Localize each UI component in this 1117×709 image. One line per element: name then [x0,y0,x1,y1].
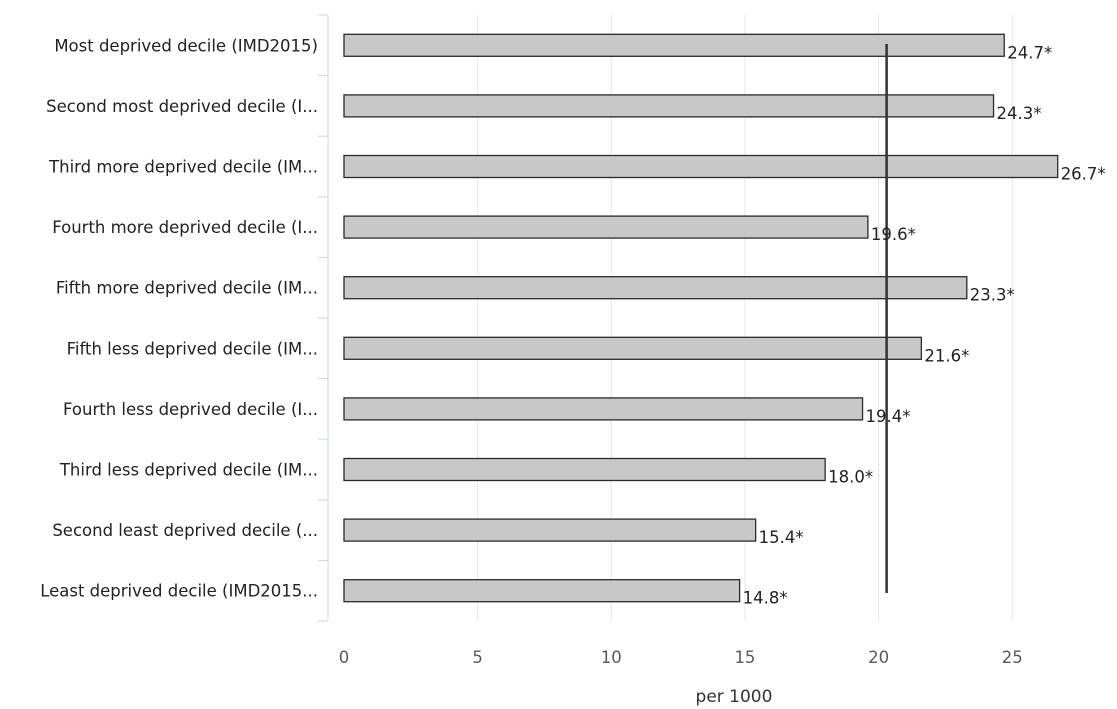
bar [343,215,869,239]
x-tick-label: 0 [339,648,350,667]
data-label: 23.3* [970,286,1015,305]
data-label: 19.4* [866,407,911,426]
bar [343,457,826,482]
bar [343,397,864,421]
x-axis-title: per 1000 [696,687,773,707]
category-label: Fourth less deprived decile (I... [63,400,318,419]
category-label: Third more deprived decile (IM... [48,158,318,177]
data-label: 26.7* [1061,165,1106,184]
data-label: 21.6* [924,346,969,365]
category-label: Fourth more deprived decile (I... [52,218,318,237]
data-label: 19.6* [871,225,916,244]
data-label: 24.7* [1007,43,1052,62]
x-tick-label: 15 [734,648,755,667]
x-tick-label: 25 [1002,648,1023,667]
bar [343,276,968,300]
bar [343,579,741,603]
data-label: 18.0* [828,468,873,487]
bar [343,94,995,118]
category-label: Second least deprived decile (... [52,521,318,540]
category-labels: Most deprived decile (IMD2015) Second mos… [40,36,318,600]
category-label: Second most deprived decile (I... [46,97,318,116]
y-axis-ticks [318,14,328,622]
data-label: 24.3* [997,104,1042,123]
data-labels: 24.7* 24.3* 26.7* 19.6* 23.3* 21.6* 19.4* 18.0*… [743,43,1106,607]
category-label: Fifth less deprived decile (IM... [67,339,318,358]
x-tick-label: 10 [601,648,622,667]
x-tick-label: 5 [472,648,483,667]
data-label: 14.8* [743,589,788,608]
bars [343,33,1059,603]
category-label: Fifth more deprived decile (IM... [56,279,318,298]
category-label: Third less deprived decile (IM... [59,461,318,480]
bar [343,336,923,360]
x-tick-label: 20 [868,648,889,667]
x-tick-labels: 0 5 10 15 20 25 [339,648,1023,667]
bar [343,33,1005,57]
bar [343,518,757,542]
data-label: 15.4* [759,528,804,547]
category-label: Most deprived decile (IMD2015) [54,36,318,55]
category-label: Least deprived decile (IMD2015... [40,582,318,601]
bar [343,154,1059,179]
